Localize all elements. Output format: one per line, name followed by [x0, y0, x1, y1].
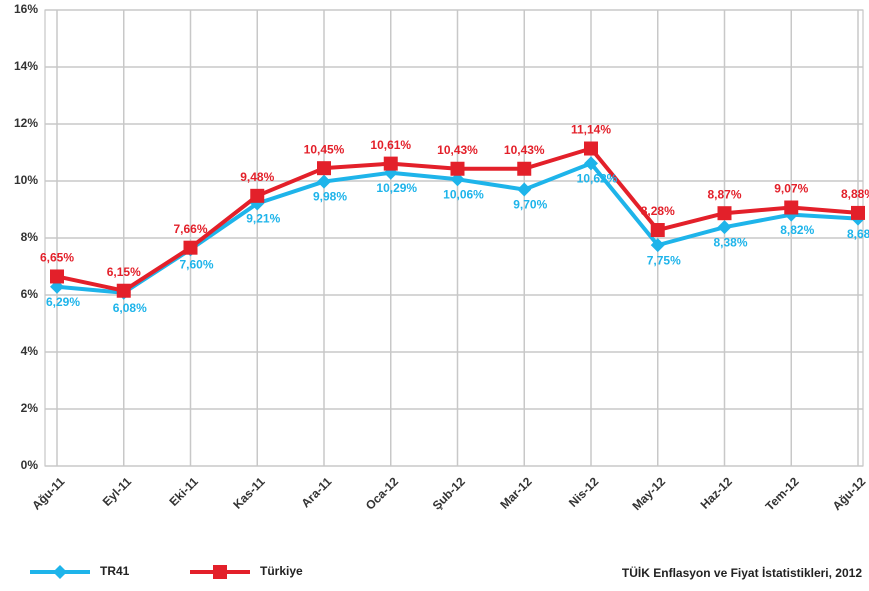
x-tick-label: Ağu-11 [29, 474, 67, 512]
data-label: 8,82% [780, 223, 814, 237]
data-label: 8,68% [847, 227, 869, 241]
point-square [517, 161, 532, 176]
y-tick-label: 4% [21, 344, 39, 358]
y-tick-label: 14% [14, 59, 38, 73]
point-diamond [717, 220, 732, 235]
point-square [116, 283, 131, 298]
data-label: 7,75% [647, 253, 681, 267]
data-label: 6,29% [46, 295, 80, 309]
point-diamond [584, 156, 598, 171]
data-label: 10,62% [577, 172, 618, 186]
x-tick-label: Şub-12 [430, 474, 468, 512]
point-square [50, 269, 64, 284]
x-tick-label: Haz-12 [698, 474, 735, 511]
point-diamond [53, 565, 67, 579]
data-label: 7,66% [173, 222, 207, 236]
data-label: 8,38% [713, 235, 747, 249]
y-tick-label: 16% [14, 2, 38, 16]
data-label: 10,29% [376, 181, 417, 195]
data-label: 10,06% [443, 187, 484, 201]
x-tick-label: Nis-12 [566, 474, 602, 510]
point-square [183, 240, 198, 255]
data-label: 6,65% [40, 251, 74, 265]
legend-label: TR41 [100, 564, 130, 578]
point-diamond [450, 172, 465, 187]
data-label: 9,98% [313, 190, 347, 204]
point-square [650, 223, 665, 238]
y-tick-label: 6% [21, 287, 39, 301]
data-label: 9,48% [240, 170, 274, 184]
data-label: 8,28% [641, 204, 675, 218]
x-tick-label: Ara-11 [299, 474, 335, 510]
point-diamond [650, 238, 665, 253]
data-label: 10,45% [304, 142, 345, 156]
x-tick-label: Kas-11 [230, 474, 267, 511]
data-label: 8,87% [707, 187, 741, 201]
point-diamond [517, 182, 532, 197]
y-tick-label: 10% [14, 173, 38, 187]
source: TÜİK Enflasyon ve Fiyat İstatistikleri, … [622, 565, 862, 580]
point-square [250, 188, 265, 203]
point-square [317, 161, 331, 176]
data-label: 10,43% [504, 143, 545, 157]
data-label: 10,61% [370, 138, 411, 152]
data-label: 11,14% [571, 123, 611, 137]
x-tick-label: Eyl-11 [100, 474, 135, 509]
point-square [450, 161, 465, 176]
data-label: 6,08% [113, 301, 147, 315]
point-diamond [317, 174, 331, 189]
point-square [383, 156, 398, 171]
data-label: 6,15% [107, 265, 141, 279]
data-label: 7,60% [179, 258, 213, 272]
x-tick-label: Mar-12 [497, 474, 534, 511]
x-tick-label: Oca-12 [363, 474, 401, 512]
data-label: 9,21% [246, 212, 280, 226]
data-label: 9,07% [774, 182, 808, 196]
point-square [784, 200, 799, 215]
point-square [717, 206, 732, 221]
point-square [213, 565, 227, 579]
y-tick-label: 2% [21, 401, 39, 415]
data-label: 10,43% [437, 143, 478, 157]
data-label: 8,88% [841, 187, 869, 201]
y-tick-label: 8% [21, 230, 39, 244]
y-tick-label: 12% [14, 116, 38, 130]
legend-label: Türkiye [260, 564, 303, 578]
x-tick-label: Ağu-12 [830, 474, 869, 513]
x-tick-label: Tem-12 [763, 474, 802, 513]
x-tick-label: May-12 [629, 474, 668, 513]
point-square [584, 141, 598, 156]
x-tick-label: Eki-11 [166, 474, 201, 509]
y-tick-label: 0% [21, 458, 39, 472]
data-label: 9,70% [513, 198, 547, 212]
point-square [851, 205, 865, 220]
